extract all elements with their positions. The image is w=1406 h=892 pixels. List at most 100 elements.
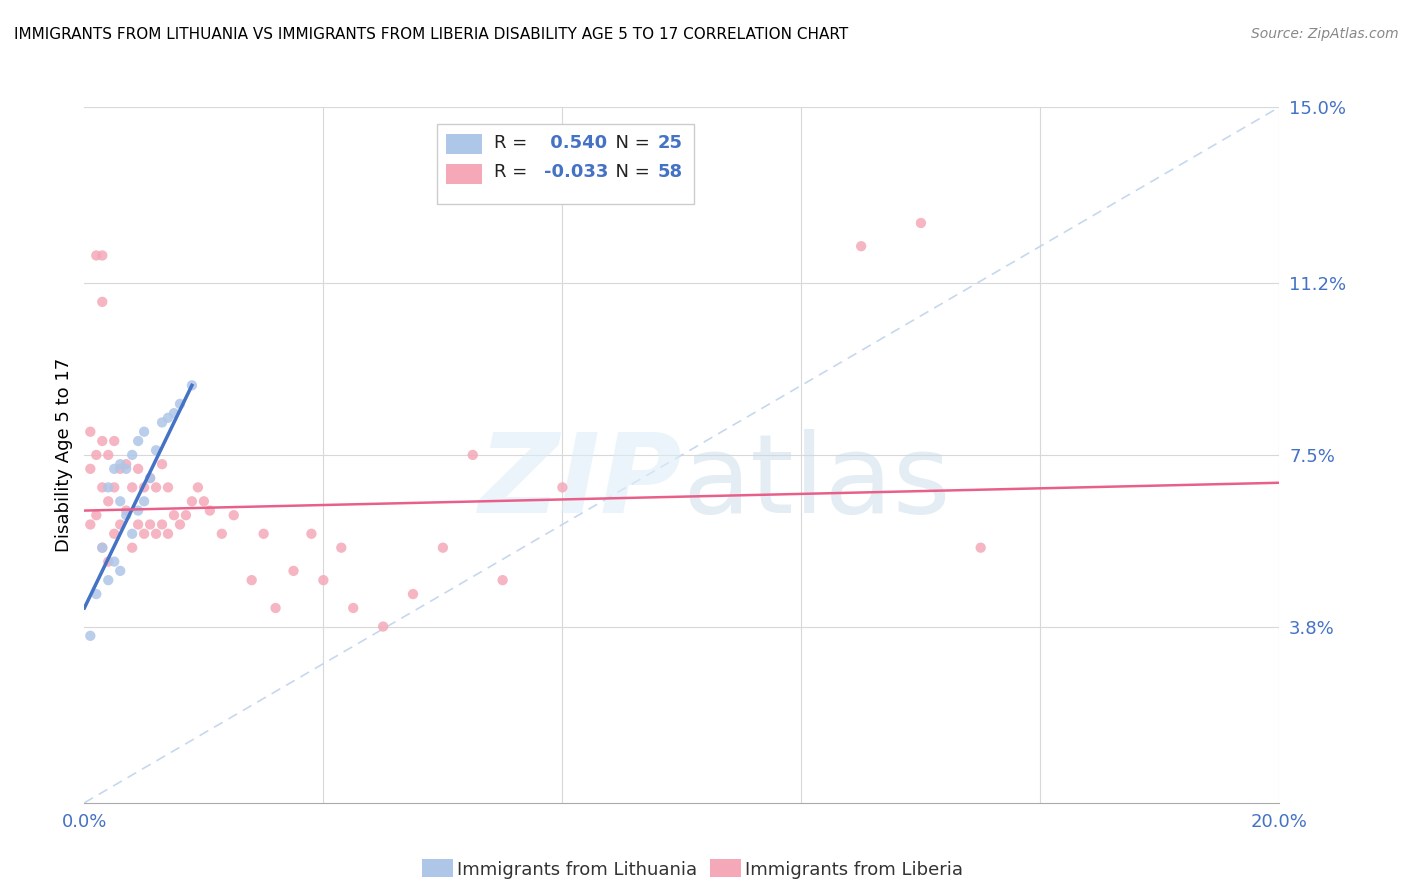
Point [492,573,515,587]
Point [139,471,162,485]
Y-axis label: Disability Age 5 to 17: Disability Age 5 to 17 [55,358,73,552]
Point [91,434,114,448]
Point [115,508,138,523]
Point [180,378,204,392]
Point [222,508,245,523]
Point [402,587,425,601]
Point [91,480,114,494]
Point [301,526,323,541]
Text: N =: N = [605,134,655,152]
Point [132,526,156,541]
Point [211,526,233,541]
Point [264,601,287,615]
Point [132,425,156,439]
Point [97,480,120,494]
Point [551,480,574,494]
Point [163,508,186,523]
Point [127,434,149,448]
Text: 0.540: 0.540 [544,134,607,152]
Point [283,564,305,578]
Point [115,457,138,471]
Point [86,448,108,462]
Point [91,248,114,262]
Point [145,443,167,458]
Point [97,573,120,587]
Point [127,503,149,517]
Text: Source: ZipAtlas.com: Source: ZipAtlas.com [1251,27,1399,41]
Point [103,526,125,541]
Point [150,457,173,471]
Text: 58: 58 [658,162,683,181]
Point [103,462,125,476]
Text: 25: 25 [658,134,683,152]
Point [110,494,132,508]
Point [461,448,484,462]
Point [180,494,204,508]
Text: -0.033: -0.033 [544,162,609,181]
Text: atlas: atlas [682,429,950,536]
Point [157,526,180,541]
Point [163,406,186,420]
Point [115,503,138,517]
Point [79,425,101,439]
Point [110,462,132,476]
Point [849,239,872,253]
Point [121,541,143,555]
Point [79,629,101,643]
Point [103,434,125,448]
Point [330,541,353,555]
Point [121,448,143,462]
Point [157,410,180,425]
Point [110,517,132,532]
Point [103,555,125,569]
Point [132,494,156,508]
Point [127,462,149,476]
Point [193,494,215,508]
Point [145,480,167,494]
Point [240,573,263,587]
Text: ZIP: ZIP [478,429,682,536]
Point [86,248,108,262]
Point [910,216,932,230]
Point [150,416,173,430]
Point [132,480,156,494]
Point [115,462,138,476]
Text: Immigrants from Liberia: Immigrants from Liberia [745,861,963,879]
Point [312,573,335,587]
Point [97,555,120,569]
Text: Immigrants from Lithuania: Immigrants from Lithuania [457,861,697,879]
Point [150,517,173,532]
Point [121,480,143,494]
Point [103,480,125,494]
Text: R =: R = [495,162,533,181]
Point [79,517,101,532]
Text: IMMIGRANTS FROM LITHUANIA VS IMMIGRANTS FROM LIBERIA DISABILITY AGE 5 TO 17 CORR: IMMIGRANTS FROM LITHUANIA VS IMMIGRANTS … [14,27,848,42]
Point [139,517,162,532]
Point [157,480,180,494]
Point [169,397,191,411]
Point [97,448,120,462]
Point [169,517,191,532]
Point [371,619,394,633]
Point [91,541,114,555]
Point [342,601,364,615]
Point [198,503,221,517]
Point [110,457,132,471]
Point [97,494,120,508]
Point [253,526,276,541]
FancyBboxPatch shape [437,124,695,204]
Text: N =: N = [605,162,655,181]
FancyBboxPatch shape [447,134,482,153]
Point [145,526,167,541]
Point [86,508,108,523]
Point [91,541,114,555]
Point [187,480,209,494]
Point [127,517,149,532]
Point [91,294,114,309]
Text: R =: R = [495,134,533,152]
Point [139,471,162,485]
Point [79,462,101,476]
Point [121,526,143,541]
Point [86,587,108,601]
FancyBboxPatch shape [447,164,482,184]
